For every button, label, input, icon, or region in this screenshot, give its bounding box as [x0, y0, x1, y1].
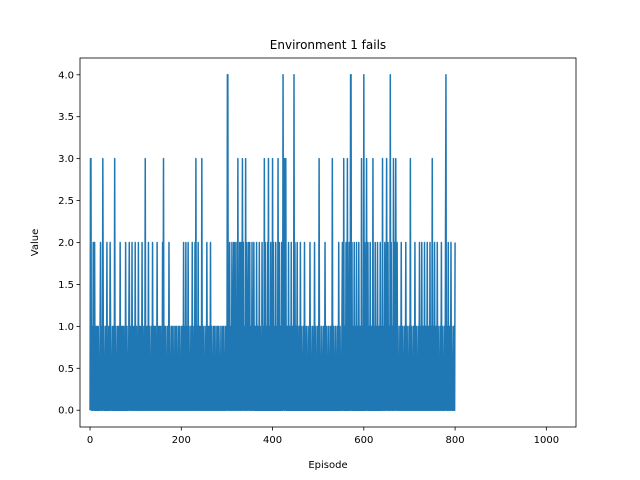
y-tick-label: 3.5	[58, 112, 74, 123]
y-tick-label: 3.0	[58, 154, 74, 165]
y-axis-label: Value	[30, 229, 41, 256]
x-tick-label: 200	[172, 435, 191, 446]
x-tick-label: 800	[446, 435, 465, 446]
y-axis: 0.0 0.5 1.0 1.5 2.0 2.5 3.0 3.5 4.0	[58, 70, 80, 417]
x-tick-label: 1000	[534, 435, 559, 446]
y-tick-label: 1.0	[58, 322, 74, 333]
y-tick-label: 1.5	[58, 280, 74, 291]
plot-area	[89, 74, 456, 411]
x-tick-label: 600	[354, 435, 373, 446]
y-tick-label: 2.0	[58, 238, 74, 249]
x-tick-label: 0	[87, 435, 93, 446]
y-tick-label: 0.5	[58, 364, 74, 375]
x-axis: 0 200 400 600 800 1000	[87, 427, 559, 446]
x-tick-label: 400	[263, 435, 282, 446]
series-line-0	[89, 74, 456, 411]
x-axis-label: Episode	[308, 460, 347, 471]
chart-title: Environment 1 fails	[270, 38, 386, 52]
y-tick-label: 0.0	[58, 406, 74, 417]
y-tick-label: 4.0	[58, 70, 74, 81]
y-tick-label: 2.5	[58, 196, 74, 207]
